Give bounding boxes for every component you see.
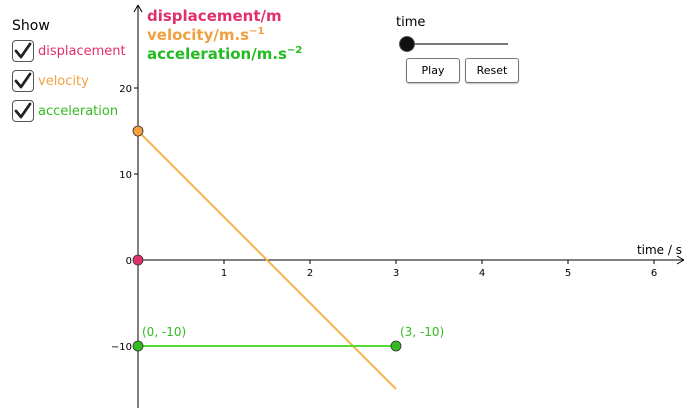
point-marker (132, 254, 144, 266)
x-tick-label: 1 (221, 268, 227, 279)
legend-acceleration-text: acceleration/m.s (147, 45, 287, 63)
legend-velocity-text: velocity/m.s (147, 26, 250, 44)
legend-velocity-exponent: −1 (249, 26, 265, 37)
x-tick-label: 5 (565, 268, 571, 279)
acceleration-checkbox-label[interactable]: acceleration (38, 103, 119, 119)
y-tick-label: 10 (119, 170, 132, 181)
legend-velocity: velocity/m.s−1 (147, 24, 302, 43)
x-axis-label: time / s (637, 243, 682, 257)
check-icon (14, 42, 32, 59)
reset-button[interactable]: Reset (465, 58, 519, 83)
acceleration-checkbox[interactable] (12, 100, 34, 122)
point-marker (390, 340, 402, 352)
legend-displacement-text: displacement/m (147, 7, 282, 25)
legend-displacement: displacement/m (147, 8, 302, 24)
time-slider-knob[interactable] (399, 36, 415, 52)
time-slider-label: time (396, 15, 426, 30)
displacement-toggle[interactable]: displacement (12, 36, 126, 66)
point-annotation: (0, -10) (142, 325, 186, 339)
y-tick-label: 20 (119, 84, 132, 95)
displacement-checkbox-label[interactable]: displacement (38, 43, 126, 59)
play-button[interactable]: Play (406, 58, 460, 83)
check-icon (14, 72, 32, 89)
legend-acceleration: acceleration/m.s−2 (147, 43, 302, 62)
x-tick-label: 2 (307, 268, 313, 279)
y-axis-arrow (133, 4, 143, 13)
point-marker (132, 340, 144, 352)
time-slider-track[interactable] (408, 43, 508, 45)
x-tick-label: 3 (393, 268, 399, 279)
y-tick-label: −10 (111, 342, 132, 353)
velocity-checkbox-label[interactable]: velocity (38, 73, 89, 89)
point-marker (132, 125, 144, 137)
legend: displacement/m velocity/m.s−1 accelerati… (147, 8, 302, 62)
x-tick-label: 6 (651, 268, 657, 279)
legend-acceleration-exponent: −2 (286, 45, 303, 56)
y-tick-label: 0 (126, 256, 132, 267)
show-label: Show (12, 18, 50, 34)
displacement-checkbox[interactable] (12, 40, 34, 62)
velocity-checkbox[interactable] (12, 70, 34, 92)
x-tick-label: 4 (479, 268, 485, 279)
x-axis-arrow (676, 255, 685, 265)
check-icon (14, 102, 32, 119)
velocity-toggle[interactable]: velocity (12, 66, 126, 96)
acceleration-toggle[interactable]: acceleration (12, 96, 126, 126)
point-annotation: (3, -10) (400, 325, 444, 339)
show-panel: Show displacement velocity acceleration (12, 18, 126, 126)
